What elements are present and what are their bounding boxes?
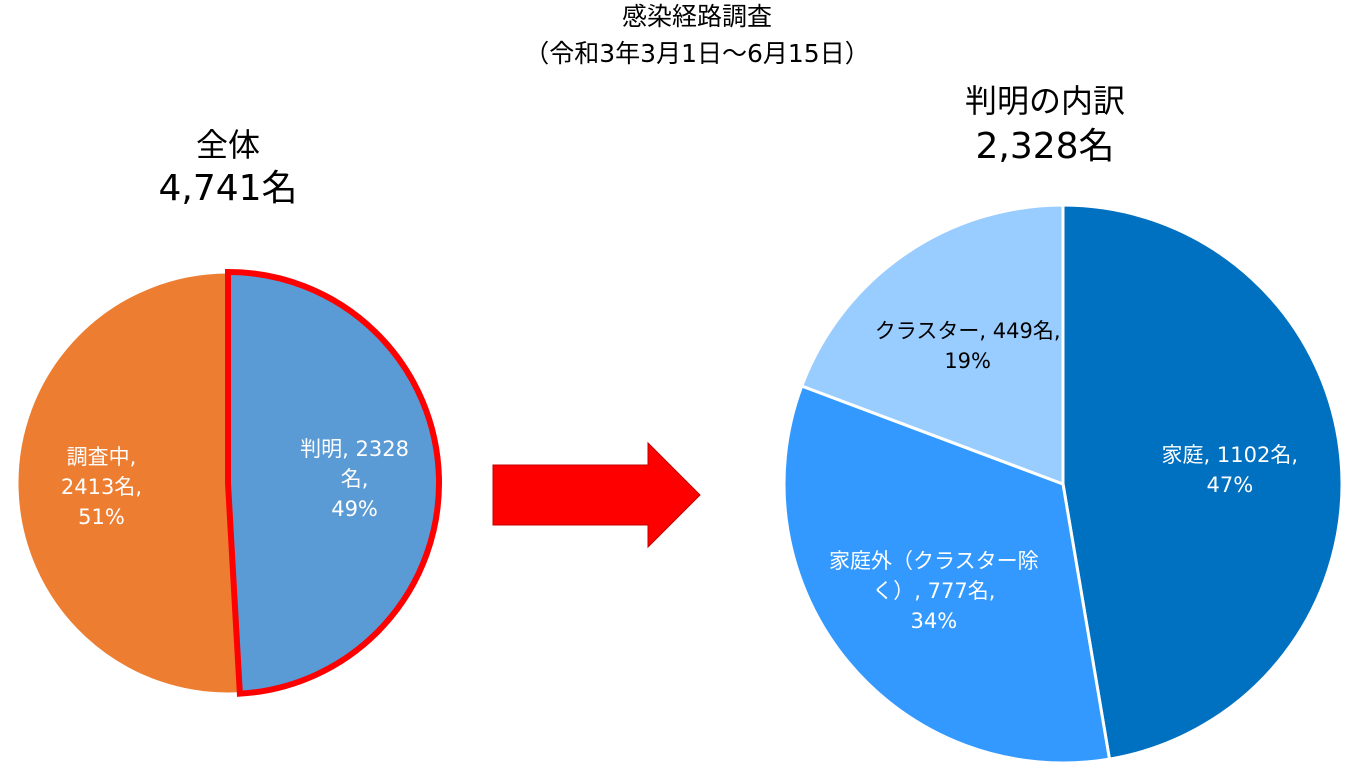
pie-title: 全体: [196, 126, 260, 164]
slice-value: 777名: [927, 578, 989, 603]
separator: ,: [135, 474, 142, 499]
page-subtitle: （令和3年3月1日～6月15日）: [524, 39, 869, 68]
slice-value: 2328名: [340, 437, 409, 492]
slice-category: 家庭: [1161, 443, 1204, 467]
separator: ,: [129, 444, 137, 469]
slice-category: 調査中: [66, 444, 130, 469]
slice-percent: 49%: [331, 497, 378, 522]
slice-value: 1102名: [1216, 443, 1292, 467]
separator: ,: [342, 437, 349, 462]
slice-label: 家庭外（クラスター除く）, 777名, 34%: [819, 546, 1049, 636]
highlight-outline: [225, 268, 442, 697]
slice-value: 449名: [992, 319, 1054, 344]
slice-percent: 47%: [1206, 473, 1254, 497]
slice-value: 2413名: [60, 474, 136, 499]
slice-percent: 51%: [78, 504, 125, 529]
separator: ,: [979, 319, 987, 344]
slice-label: 判明, 2328名, 49%: [300, 434, 410, 524]
pie-subtitle: 2,328名: [975, 126, 1114, 167]
pie-subtitle: 4,741名: [158, 168, 297, 209]
separator: ,: [1053, 319, 1061, 344]
slice-percent: 19%: [944, 349, 991, 374]
pie-slice: [15, 270, 242, 696]
slice-label: 家庭, 1102名, 47%: [1115, 440, 1345, 500]
pie-slice: [799, 203, 1065, 487]
slice-label: 調査中, 2413名, 51%: [46, 442, 156, 532]
separator: ,: [988, 578, 996, 603]
separator: ,: [361, 467, 369, 492]
slice-category: 判明: [300, 437, 343, 462]
slice-category: 家庭外（クラスター除く）: [829, 548, 1039, 603]
slice-category: クラスター: [874, 319, 980, 344]
separator: ,: [1203, 443, 1211, 467]
pie-slice: [1061, 203, 1344, 761]
slice-percent: 34%: [910, 608, 958, 633]
separator: ,: [1291, 443, 1299, 467]
pie-slice: [782, 384, 1112, 765]
arrow: [492, 441, 701, 549]
page-title: 感染経路調査: [622, 2, 772, 31]
slice-label: クラスター, 449名, 19%: [853, 316, 1083, 376]
pie-title: 判明の内訳: [965, 82, 1125, 120]
separator: ,: [914, 578, 921, 603]
